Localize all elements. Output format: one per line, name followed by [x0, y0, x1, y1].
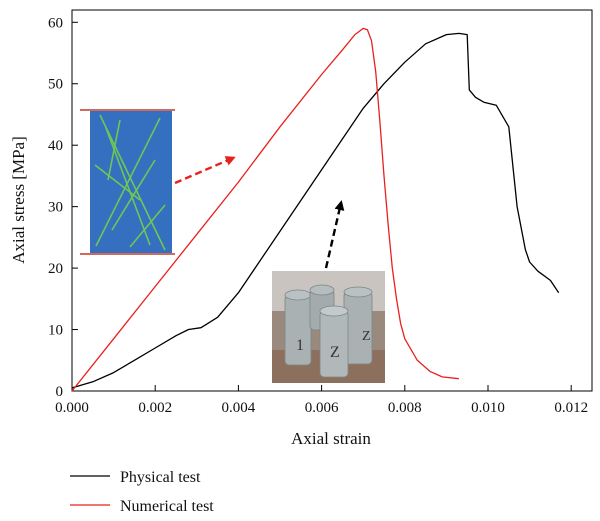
series-line-physical-test [71, 32, 560, 389]
y-tick-label: 50 [48, 77, 63, 93]
y-axis-title: Axial stress [MPa] [9, 136, 28, 263]
x-axis-title: Axial strain [291, 429, 371, 448]
x-tick-label: 0.004 [222, 400, 256, 416]
x-tick-label: 0.002 [138, 400, 172, 416]
core-samples: 1 Z Z [284, 284, 373, 378]
x-tick-label: 0.012 [554, 400, 588, 416]
series-line-numerical-test [71, 27, 459, 392]
specimen-mark-1: 1 [296, 337, 304, 354]
specimen-mark-3: Z [362, 329, 371, 344]
physical-specimen-photo: 1 Z Z [272, 271, 385, 383]
red-dashed-arrow [174, 156, 236, 185]
x-tick-label: 0.008 [388, 400, 422, 416]
x-tick-label: 0.000 [55, 400, 89, 416]
legend-label-numerical: Numerical test [120, 498, 214, 515]
specimen-mark-2: Z [330, 344, 340, 361]
legend: Physical test Numerical test [70, 469, 214, 515]
y-tick-label: 60 [48, 15, 63, 31]
y-tick-label: 20 [48, 261, 63, 277]
x-tick-label: 0.006 [305, 400, 339, 416]
fracture-lines [94, 114, 166, 251]
data-series [71, 27, 560, 392]
y-tick-label: 40 [48, 138, 63, 154]
plot-frame [71, 9, 593, 392]
y-tick-label: 10 [48, 323, 63, 339]
y-tick-label: 30 [48, 200, 63, 216]
axis-ticks: 0.000 0.002 0.004 0.006 0.008 0.010 0.012 0 10 20… [48, 15, 588, 416]
y-tick-label: 0 [56, 384, 64, 400]
numerical-specimen-inset [80, 109, 175, 255]
black-dashed-arrow [324, 200, 345, 269]
legend-label-physical: Physical test [120, 469, 201, 486]
x-tick-label: 0.010 [471, 400, 505, 416]
